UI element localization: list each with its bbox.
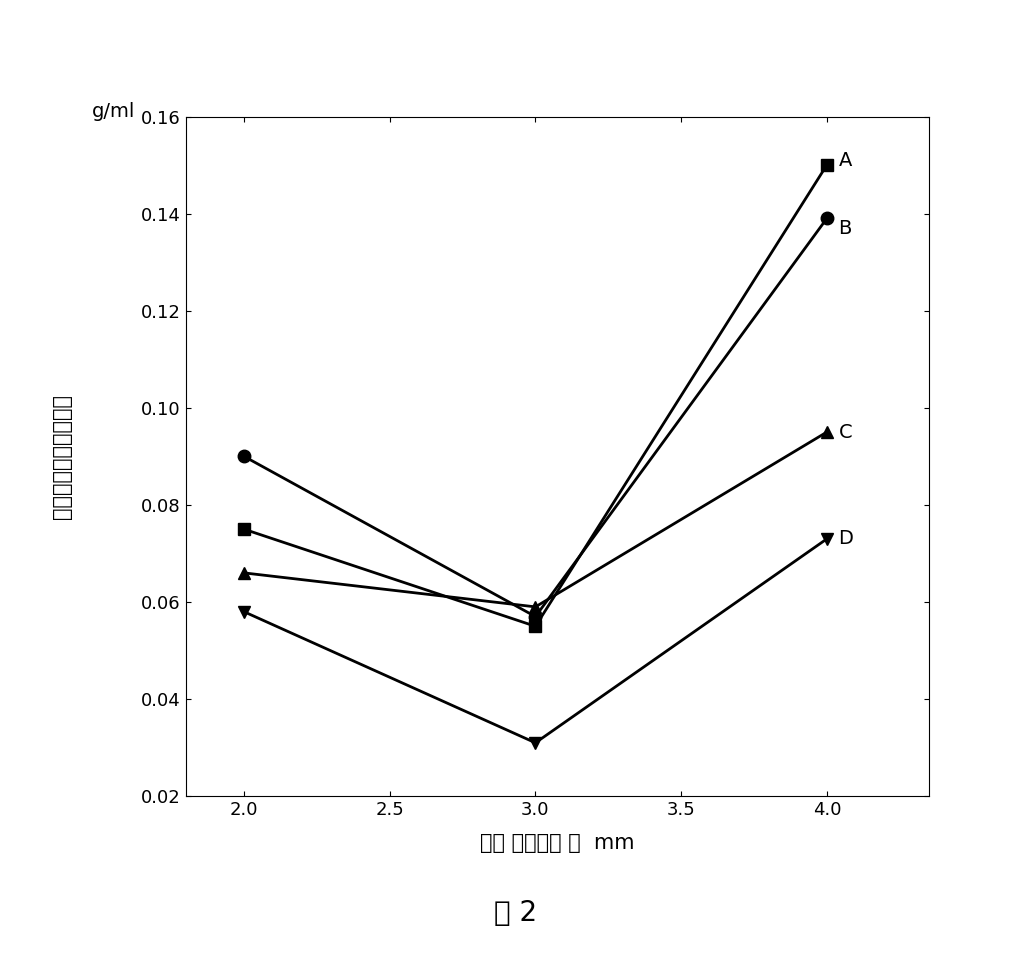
Text: A: A	[838, 151, 851, 170]
Text: D: D	[838, 529, 853, 549]
Text: g/ml: g/ml	[92, 102, 135, 121]
Text: 敝实和松散容重密度差: 敝实和松散容重密度差	[52, 394, 72, 519]
Text: C: C	[838, 422, 852, 442]
X-axis label: 造孔 剂横向直 径  mm: 造孔 剂横向直 径 mm	[480, 833, 635, 853]
Text: B: B	[838, 218, 851, 238]
Text: 图 2: 图 2	[494, 899, 538, 926]
